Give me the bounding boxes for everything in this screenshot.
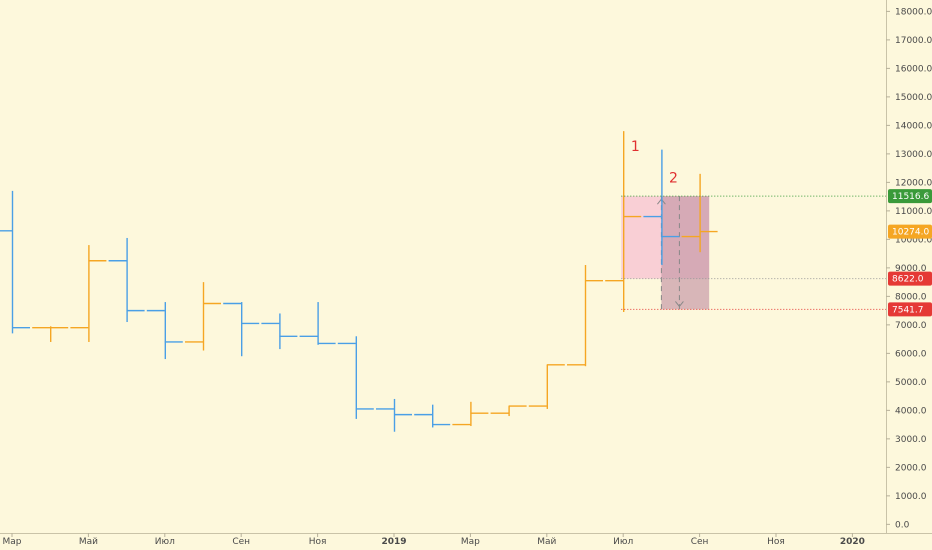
price-tag-badge [888, 271, 932, 286]
price-axis[interactable]: 0.0 1000.0 2000.0 3000.0 4000.0 5000.0 6000.0 7… [886, 7, 932, 530]
x-tick-label: Ноя [767, 537, 785, 547]
price-tag-label: 10274.0 [892, 228, 929, 238]
y-tick-label: 1000.0 [895, 492, 927, 502]
x-tick-label: Ноя [309, 537, 327, 547]
y-tick-label: 14000.0 [895, 121, 932, 131]
x-tick-label: Мар [461, 537, 480, 547]
wave-label: 2 [669, 170, 678, 186]
price-tag-badge [888, 224, 932, 239]
ohlc-bar [376, 398, 412, 432]
x-tick-label: Июл [155, 537, 175, 547]
ohlc-bar [681, 173, 718, 253]
time-axis[interactable]: Мар Май Июл Сен Ноя 2019 Мар Май Июл Сен Ноя 2020 [3, 533, 865, 547]
ohlc-bar [0, 190, 30, 334]
ohlc-bar [490, 405, 527, 417]
price-tag-label: 11516.6 [892, 192, 929, 202]
ohlc-bar [32, 326, 69, 342]
ohlc-bar [337, 336, 374, 419]
y-tick-label: 4000.0 [895, 406, 927, 416]
price-tag-label: 7541.7 [892, 305, 924, 315]
y-tick-label: 6000.0 [895, 349, 927, 359]
y-tick-label: 3000.0 [895, 435, 927, 445]
x-tick-label: Мар [3, 537, 22, 547]
y-tick-label: 9000.0 [895, 264, 927, 274]
price-tag-label: 8622.0 [892, 275, 924, 285]
x-tick-label: 2019 [381, 537, 406, 547]
y-tick-label: 13000.0 [895, 150, 932, 160]
ohlc-bar [452, 401, 489, 427]
arrow-down-icon [675, 301, 684, 308]
price-tag-badge [888, 189, 932, 204]
y-tick-label: 16000.0 [895, 64, 932, 74]
ohlc-bar [414, 404, 451, 428]
y-tick-label: 12000.0 [895, 178, 932, 188]
price-tags: 11516.6 10274.0 8622.0 7541.7 [621, 189, 932, 317]
y-tick-label: 17000.0 [895, 36, 932, 46]
ohlc-bar [261, 313, 298, 350]
y-tick-label: 5000.0 [895, 378, 927, 388]
ohlc-bar [528, 364, 565, 409]
ohlc-bar [643, 149, 680, 266]
x-tick-label: Сен [232, 537, 250, 547]
ohlc-bar [185, 282, 221, 351]
wave-label: 1 [631, 139, 640, 155]
position-tool[interactable] [621, 196, 710, 310]
ohlc-bars [0, 131, 718, 432]
x-tick-label: Сен [691, 537, 709, 547]
y-tick-label: 7000.0 [895, 321, 927, 331]
ohlc-bar [223, 302, 260, 357]
ohlc-bar [605, 131, 642, 313]
y-tick-label: 2000.0 [895, 463, 927, 473]
y-tick-label: 18000.0 [895, 7, 932, 17]
y-tick-label: 8000.0 [895, 292, 927, 302]
ohlc-bar [146, 302, 183, 360]
x-tick-label: Июл [613, 537, 633, 547]
x-tick-label: Май [537, 537, 556, 547]
y-tick-label: 15000.0 [895, 93, 932, 103]
x-tick-label: Май [79, 537, 98, 547]
ohlc-bar [299, 302, 336, 345]
y-tick-label: 10000.0 [895, 235, 932, 245]
price-tag-badge [888, 302, 932, 317]
y-tick-label: 11000.0 [895, 207, 932, 217]
annotations: 12 [631, 139, 678, 186]
x-tick-label: 2020 [840, 537, 865, 547]
y-tick-label: 0.0 [895, 520, 910, 530]
range-zone[interactable] [661, 196, 710, 310]
ohlc-bar [567, 265, 603, 367]
ohlc-bar [70, 245, 107, 342]
ohlc-bar [108, 237, 145, 323]
